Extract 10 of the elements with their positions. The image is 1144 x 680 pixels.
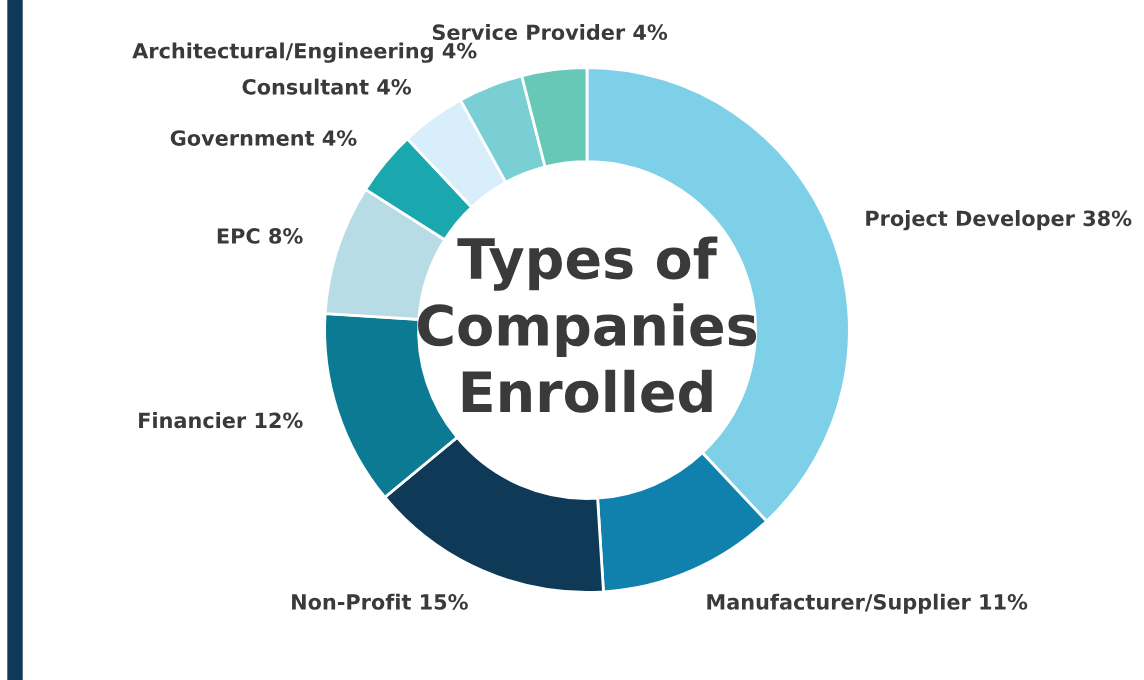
slice-label: Project Developer 38% bbox=[866, 210, 1132, 231]
slice-label: Financier 12% bbox=[139, 412, 303, 429]
slice-label: Service Provider 4% bbox=[432, 23, 668, 41]
slice-label: Manufacturer/Supplier 11% bbox=[707, 593, 1028, 614]
slice-label: Consultant 4% bbox=[242, 78, 412, 95]
text: Types of Companies Enrolled bbox=[418, 236, 757, 413]
slice-label: Government 4% bbox=[170, 130, 357, 146]
slice-label: Architectural/Engineering 4% bbox=[132, 42, 477, 63]
slice-label: EPC 8% bbox=[217, 228, 303, 244]
slice-label: Non-Profit 15% bbox=[292, 593, 468, 610]
